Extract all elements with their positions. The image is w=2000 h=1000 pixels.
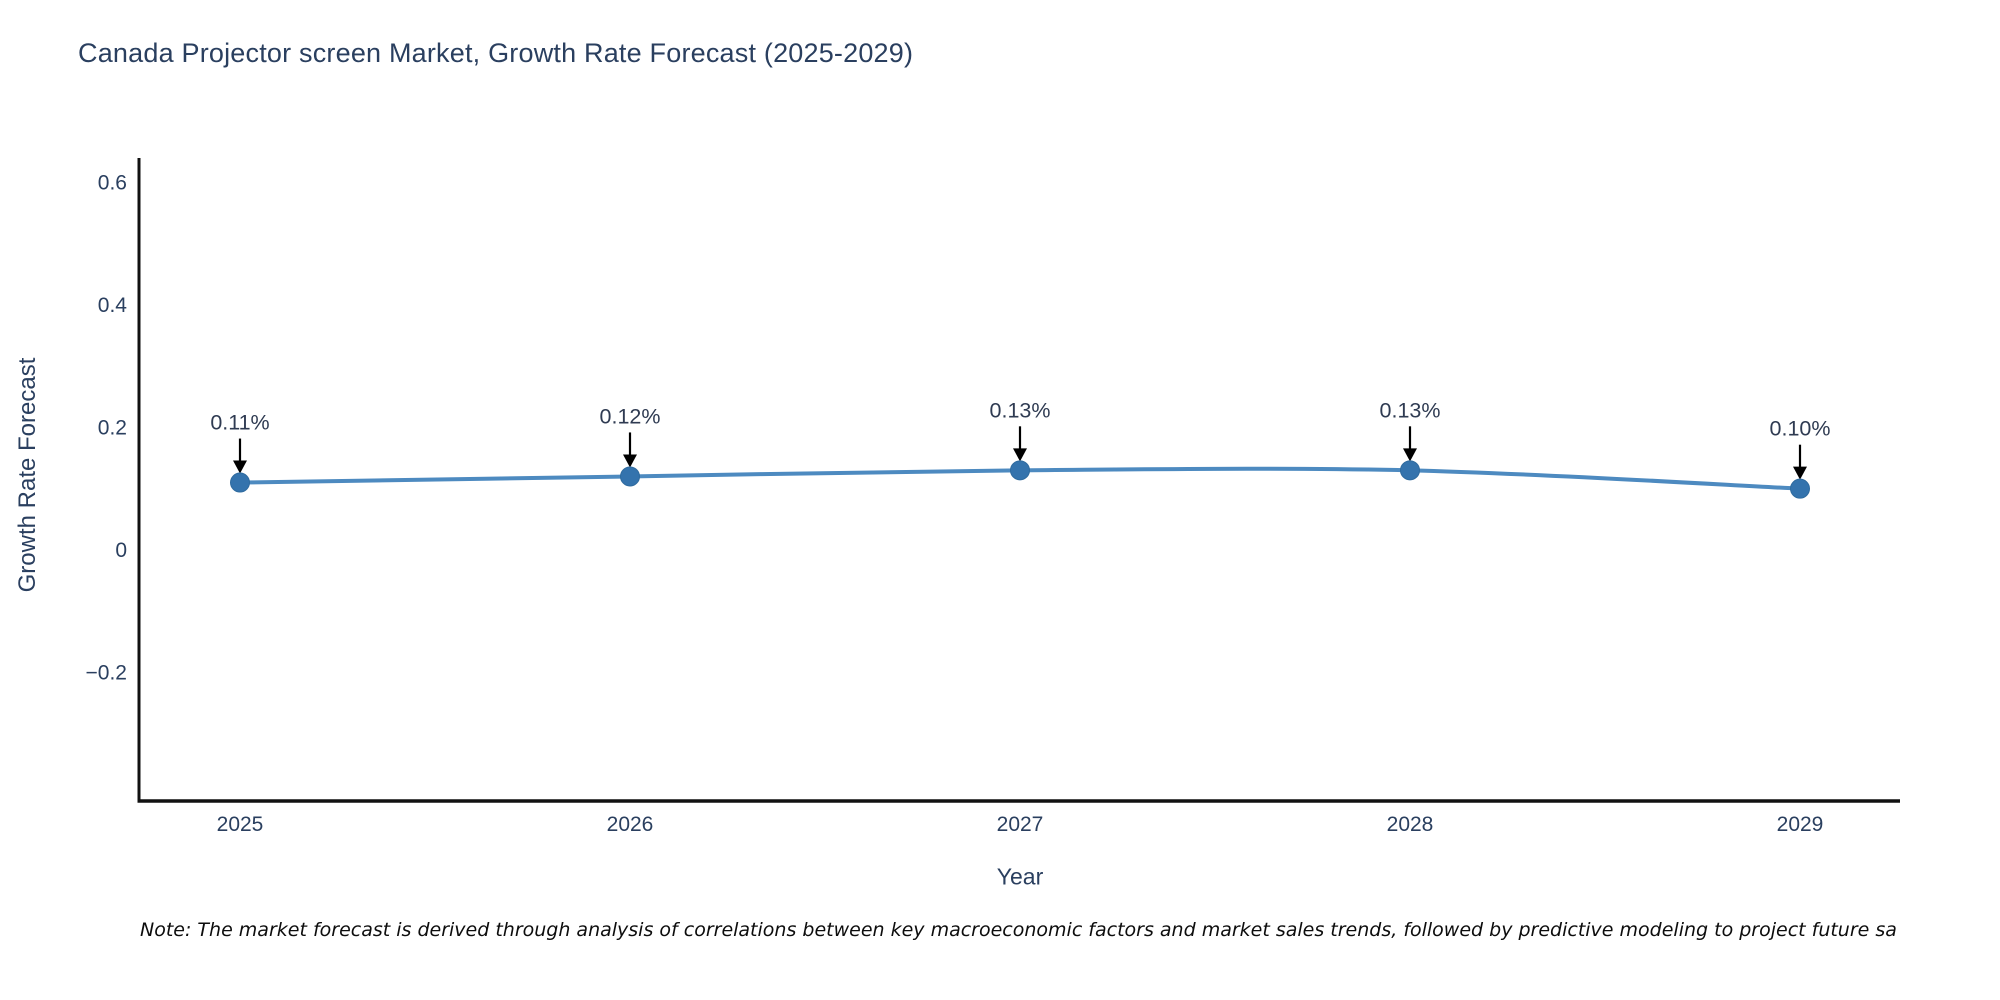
x-tick-label: 2026 — [607, 813, 654, 836]
point-label: 0.11% — [210, 411, 269, 435]
point-label: 0.13% — [990, 398, 1051, 422]
y-tick-label: 0.2 — [98, 416, 127, 439]
data-point[interactable] — [1010, 460, 1030, 481]
x-tick-label: 2029 — [1777, 813, 1824, 836]
data-point[interactable] — [1400, 460, 1420, 481]
x-axis-title: Year — [996, 863, 1044, 890]
annotation-arrowhead — [1403, 448, 1417, 462]
data-point[interactable] — [1790, 478, 1810, 499]
point-label: 0.10% — [1770, 417, 1831, 441]
annotation-arrowhead — [1013, 448, 1027, 462]
point-label: 0.13% — [1380, 398, 1441, 422]
y-tick-label: −0.2 — [86, 661, 127, 684]
data-point[interactable] — [620, 466, 640, 487]
y-tick-label: 0.6 — [98, 171, 127, 194]
y-tick-label: 0.4 — [98, 294, 128, 317]
point-label: 0.12% — [600, 404, 661, 428]
annotation-arrowhead — [623, 454, 637, 468]
x-tick-label: 2028 — [1387, 813, 1434, 836]
footnote: Note: The market forecast is derived thr… — [140, 919, 1897, 941]
data-point[interactable] — [230, 472, 250, 493]
y-tick-label: 0 — [115, 539, 127, 562]
annotation-arrowhead — [1793, 466, 1807, 480]
annotation-arrowhead — [233, 460, 247, 474]
x-tick-label: 2027 — [997, 813, 1044, 836]
x-tick-label: 2025 — [217, 813, 264, 836]
chart-title: Canada Projector screen Market, Growth R… — [78, 38, 914, 68]
